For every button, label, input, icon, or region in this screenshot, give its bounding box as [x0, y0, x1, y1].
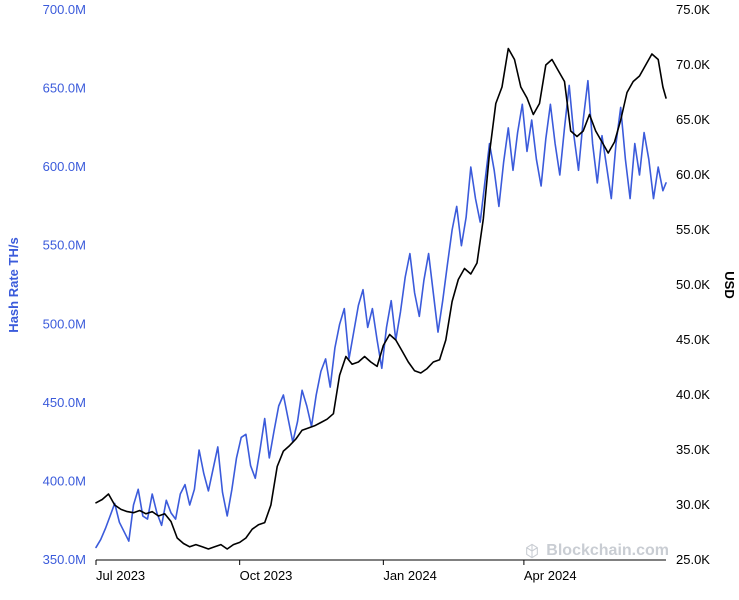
y-left-tick-label: 650.0M: [43, 81, 86, 96]
y-right-axis-label: USD: [722, 271, 737, 298]
y-left-tick-label: 600.0M: [43, 159, 86, 174]
y-right-tick-label: 75.0K: [676, 2, 710, 17]
y-left-tick-label: 450.0M: [43, 395, 86, 410]
y-left-tick-label: 400.0M: [43, 473, 86, 488]
x-tick-label: Apr 2024: [524, 568, 577, 583]
y-right-tick-label: 40.0K: [676, 387, 710, 402]
y-right-tick-label: 65.0K: [676, 112, 710, 127]
y-right-tick-label: 45.0K: [676, 332, 710, 347]
y-left-tick-label: 500.0M: [43, 316, 86, 331]
x-tick-label: Jul 2023: [96, 568, 145, 583]
y-right-tick-label: 30.0K: [676, 497, 710, 512]
usd-line: [96, 49, 666, 550]
y-right-tick-label: 55.0K: [676, 222, 710, 237]
y-left-axis-label: Hash Rate TH/s: [6, 237, 21, 332]
y-left-tick-label: 350.0M: [43, 552, 86, 567]
y-right-tick-label: 70.0K: [676, 57, 710, 72]
x-tick-label: Oct 2023: [240, 568, 293, 583]
y-right-tick-label: 35.0K: [676, 442, 710, 457]
y-left-tick-label: 550.0M: [43, 238, 86, 253]
y-left-tick-label: 700.0M: [43, 2, 86, 17]
y-right-tick-label: 50.0K: [676, 277, 710, 292]
y-right-tick-label: 60.0K: [676, 167, 710, 182]
y-right-tick-label: 25.0K: [676, 552, 710, 567]
hashrate-line: [96, 81, 666, 548]
chart-container: 350.0M 400.0M 450.0M 500.0M 550.0M 600.0M 650.…: [0, 0, 739, 600]
x-tick-label: Jan 2024: [383, 568, 437, 583]
line-chart: 350.0M 400.0M 450.0M 500.0M 550.0M 600.0M 650.…: [0, 0, 739, 600]
